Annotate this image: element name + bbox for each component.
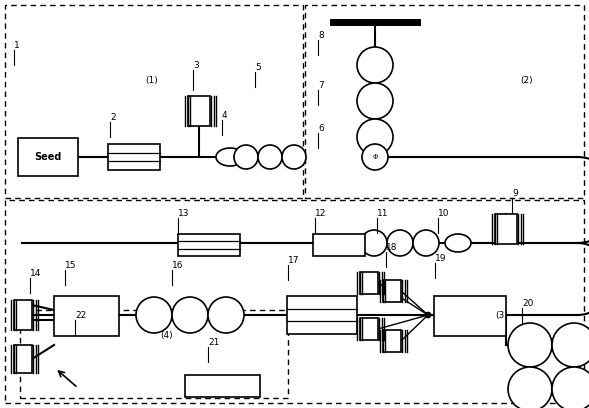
Text: 4: 4: [222, 111, 227, 120]
Text: (1): (1): [145, 76, 158, 85]
Bar: [108, 144, 160, 170]
Bar: [495, 214, 517, 244]
Circle shape: [357, 47, 393, 83]
Text: 12: 12: [315, 209, 326, 218]
Text: (3): (3): [495, 311, 508, 320]
Circle shape: [425, 313, 431, 317]
Circle shape: [234, 145, 258, 169]
Text: (4): (4): [160, 331, 173, 340]
Text: 15: 15: [65, 261, 77, 270]
Text: Φ: Φ: [372, 154, 378, 160]
Bar: [14, 345, 32, 373]
Bar: [383, 330, 401, 352]
Bar: [14, 300, 32, 330]
Circle shape: [282, 145, 306, 169]
Bar: [305, 5, 584, 198]
Text: 7: 7: [318, 81, 324, 90]
Bar: [360, 318, 378, 340]
Bar: [313, 234, 365, 256]
Circle shape: [508, 367, 552, 408]
Bar: [360, 272, 378, 294]
Circle shape: [552, 323, 589, 367]
Text: 3: 3: [193, 61, 198, 70]
Bar: [188, 96, 210, 126]
Text: 21: 21: [208, 338, 219, 347]
Text: 1: 1: [14, 41, 20, 50]
Bar: [178, 234, 240, 256]
Circle shape: [413, 230, 439, 256]
Circle shape: [136, 297, 172, 333]
Bar: [383, 280, 401, 302]
Text: 16: 16: [172, 261, 184, 270]
Circle shape: [258, 145, 282, 169]
Circle shape: [361, 230, 387, 256]
Circle shape: [172, 297, 208, 333]
Circle shape: [552, 367, 589, 408]
Text: 17: 17: [288, 256, 299, 265]
Bar: [287, 296, 357, 334]
Circle shape: [208, 297, 244, 333]
Bar: [18, 138, 78, 176]
Text: 14: 14: [30, 269, 41, 278]
Circle shape: [357, 119, 393, 155]
Circle shape: [362, 144, 388, 170]
Bar: [434, 296, 506, 336]
Bar: [5, 200, 584, 403]
Text: 5: 5: [255, 63, 261, 72]
Circle shape: [357, 83, 393, 119]
Bar: [20, 310, 288, 398]
Ellipse shape: [216, 148, 244, 166]
Text: 9: 9: [512, 189, 518, 198]
Circle shape: [508, 323, 552, 367]
Text: 19: 19: [435, 254, 446, 263]
Bar: [5, 5, 303, 198]
Text: Seed: Seed: [34, 152, 62, 162]
Text: 2: 2: [110, 113, 115, 122]
Text: 11: 11: [377, 209, 389, 218]
Text: 20: 20: [522, 299, 534, 308]
Text: (2): (2): [520, 76, 532, 85]
Text: 8: 8: [318, 31, 324, 40]
Text: 22: 22: [75, 311, 86, 320]
Circle shape: [387, 230, 413, 256]
Text: 13: 13: [178, 209, 190, 218]
Ellipse shape: [445, 234, 471, 252]
Bar: [54, 296, 119, 336]
Text: 6: 6: [318, 124, 324, 133]
Text: 10: 10: [438, 209, 449, 218]
Bar: [185, 375, 260, 397]
Text: 18: 18: [386, 243, 398, 252]
